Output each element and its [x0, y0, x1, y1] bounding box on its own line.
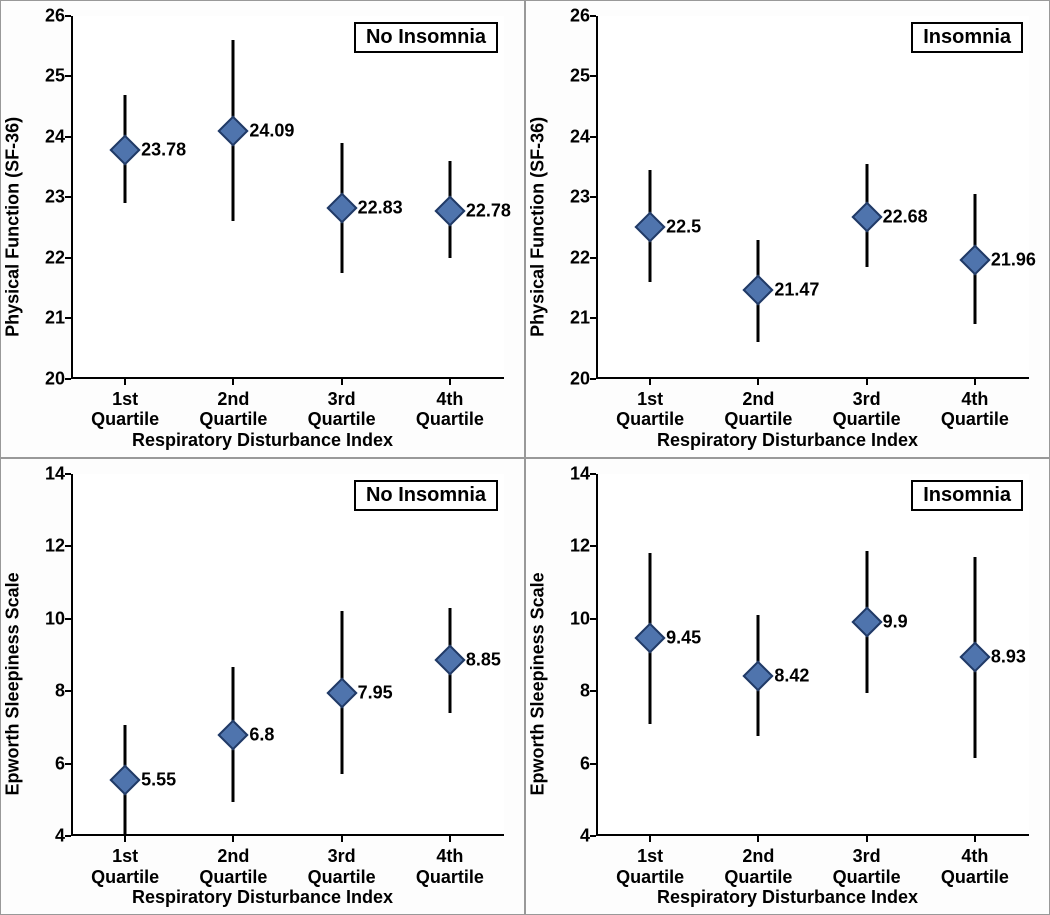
x-tick-label: 3rd Quartile [833, 379, 901, 430]
y-tick-label: 22 [570, 247, 596, 268]
value-label: 9.45 [666, 628, 701, 649]
y-axis-label: Epworth Sleepiness Scale [528, 573, 549, 796]
data-marker [326, 677, 357, 708]
value-label: 22.68 [883, 206, 928, 227]
x-tick-label: 4th Quartile [416, 379, 484, 430]
figure-grid: No Insomnia 20 21 22 23 24 25 26 1st Quartile 2nd… [0, 0, 1050, 915]
y-tick-label: 4 [580, 826, 596, 847]
panel-legend: No Insomnia [354, 22, 498, 53]
value-label: 8.42 [774, 665, 809, 686]
y-tick-label: 10 [45, 608, 71, 629]
y-tick-label: 26 [45, 6, 71, 27]
y-tick-label: 8 [580, 681, 596, 702]
value-label: 24.09 [249, 121, 294, 142]
panel-legend: Insomnia [911, 480, 1023, 511]
data-marker [434, 195, 465, 226]
x-tick-label: 1st Quartile [91, 836, 159, 887]
y-tick-label: 6 [580, 753, 596, 774]
y-tick-label: 24 [45, 126, 71, 147]
value-label: 6.8 [249, 724, 274, 745]
x-axis-label: Respiratory Disturbance Index [1, 887, 524, 908]
panel-bottom-right: Insomnia 4 6 8 10 12 14 1st Quartile 2nd Quartil… [525, 458, 1050, 915]
y-axis-label: Physical Function (SF-36) [528, 117, 549, 337]
data-marker [326, 192, 357, 223]
value-label: 7.95 [358, 682, 393, 703]
y-tick-label: 4 [55, 826, 71, 847]
panel-legend: No Insomnia [354, 480, 498, 511]
plot-area: No Insomnia4681012141st Quartile2nd Quar… [71, 474, 504, 837]
value-label: 21.96 [991, 250, 1036, 271]
y-tick-label: 26 [570, 6, 596, 27]
data-marker [218, 719, 249, 750]
x-axis-label: Respiratory Disturbance Index [526, 887, 1049, 908]
value-label: 22.78 [466, 200, 511, 221]
y-tick-label: 24 [570, 126, 596, 147]
y-axis-label: Physical Function (SF-36) [3, 117, 24, 337]
y-tick-label: 20 [45, 368, 71, 389]
y-tick-label: 23 [45, 187, 71, 208]
value-label: 9.9 [883, 612, 908, 633]
data-marker [959, 642, 990, 673]
value-label: 8.93 [991, 647, 1026, 668]
y-tick-label: 21 [570, 308, 596, 329]
data-marker [434, 645, 465, 676]
value-label: 8.85 [466, 650, 501, 671]
value-label: 22.83 [358, 197, 403, 218]
y-tick-label: 12 [45, 536, 71, 557]
y-tick-label: 22 [45, 247, 71, 268]
x-tick-label: 2nd Quartile [724, 379, 792, 430]
value-label: 23.78 [141, 140, 186, 161]
y-tick-label: 12 [570, 536, 596, 557]
x-tick-label: 4th Quartile [941, 836, 1009, 887]
data-marker [851, 607, 882, 638]
x-axis-label: Respiratory Disturbance Index [1, 430, 524, 451]
data-marker [110, 764, 141, 795]
data-marker [959, 245, 990, 276]
y-axis-label: Epworth Sleepiness Scale [3, 573, 24, 796]
value-label: 22.5 [666, 217, 701, 238]
panel-legend: Insomnia [911, 22, 1023, 53]
y-tick-label: 25 [570, 66, 596, 87]
x-tick-label: 3rd Quartile [833, 836, 901, 887]
x-tick-label: 2nd Quartile [724, 836, 792, 887]
x-tick-label: 2nd Quartile [199, 379, 267, 430]
y-tick-label: 21 [45, 308, 71, 329]
x-tick-label: 4th Quartile [941, 379, 1009, 430]
data-marker [635, 623, 666, 654]
x-tick-label: 3rd Quartile [308, 379, 376, 430]
x-tick-label: 1st Quartile [616, 836, 684, 887]
data-marker [743, 660, 774, 691]
data-marker [743, 274, 774, 305]
y-tick-label: 25 [45, 66, 71, 87]
panel-top-left: No Insomnia 20 21 22 23 24 25 26 1st Quartile 2nd… [0, 0, 525, 458]
value-label: 5.55 [141, 769, 176, 790]
y-tick-label: 14 [570, 463, 596, 484]
x-tick-label: 1st Quartile [91, 379, 159, 430]
x-axis-label: Respiratory Disturbance Index [526, 430, 1049, 451]
data-marker [851, 201, 882, 232]
y-tick-label: 23 [570, 187, 596, 208]
y-tick-label: 6 [55, 753, 71, 774]
y-tick-label: 14 [45, 463, 71, 484]
y-tick-label: 8 [55, 681, 71, 702]
y-tick-label: 20 [570, 368, 596, 389]
panel-top-right: Insomnia 20 21 22 23 24 25 26 1st Quartile 2nd Qu… [525, 0, 1050, 458]
x-tick-label: 4th Quartile [416, 836, 484, 887]
x-tick-label: 2nd Quartile [199, 836, 267, 887]
plot-area: Insomnia4681012141st Quartile2nd Quartil… [596, 474, 1029, 837]
x-tick-label: 1st Quartile [616, 379, 684, 430]
panel-bottom-left: No Insomnia 4 6 8 10 12 14 1st Quartile 2nd Quar… [0, 458, 525, 915]
x-tick-label: 3rd Quartile [308, 836, 376, 887]
y-tick-label: 10 [570, 608, 596, 629]
data-marker [218, 116, 249, 147]
data-marker [110, 135, 141, 166]
plot-area: Insomnia202122232425261st Quartile2nd Qu… [596, 16, 1029, 379]
plot-area: No Insomnia202122232425261st Quartile2nd… [71, 16, 504, 379]
data-marker [635, 212, 666, 243]
value-label: 21.47 [774, 279, 819, 300]
